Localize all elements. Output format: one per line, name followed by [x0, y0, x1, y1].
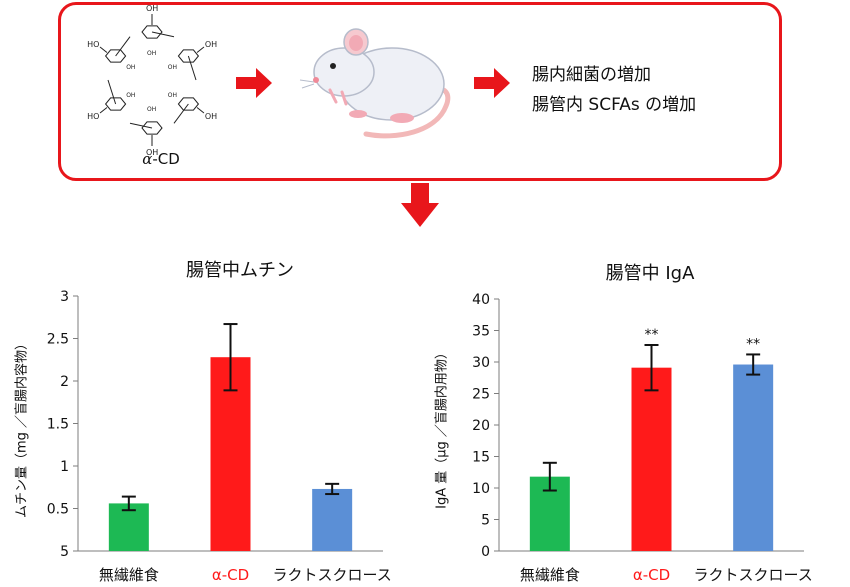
category-label: α-CD: [212, 566, 249, 584]
category-label: 無繊維食: [520, 566, 580, 584]
y-tick-label: 2.5: [47, 332, 69, 348]
alpha-cd-label: α-CD: [136, 150, 186, 168]
summary-panel: [58, 2, 782, 181]
hydroxyl-label: OH: [146, 148, 158, 157]
significance-label: **: [746, 336, 760, 352]
cyclodextrin-ring: [99, 14, 205, 146]
hydroxyl-label: HO: [87, 40, 99, 49]
y-tick-label: 40: [472, 292, 490, 308]
y-tick-label: 1.5: [47, 417, 69, 433]
category-label: 無繊維食: [99, 566, 159, 584]
category-label: ラクトスクロース: [694, 566, 813, 584]
bar: [733, 364, 774, 551]
hydroxyl-bond: [196, 46, 205, 53]
mouse-illustration: [299, 28, 451, 139]
glycosidic-bond: [115, 36, 131, 57]
category-label: ラクトスクロース: [273, 566, 392, 584]
result-gut-bacteria: 腸内細菌の増加: [532, 65, 651, 85]
chart-title-iga: 腸管中 IgA: [605, 263, 695, 284]
y-tick-label: 35: [472, 324, 490, 340]
y-tick-label: 5: [60, 544, 69, 560]
glycosidic-bond: [187, 55, 197, 81]
hydroxyl-label: OH: [205, 112, 217, 121]
hydroxyl-label: HO: [87, 112, 99, 121]
y-tick-label: 0.5: [47, 502, 69, 518]
glucose-unit: [104, 97, 127, 111]
alpha-symbol: α: [142, 150, 153, 168]
chart-title-mucin: 腸管中ムチン: [186, 260, 294, 281]
hydroxyl-label: OH: [168, 64, 177, 71]
y-tick-label: 15: [472, 450, 490, 466]
arrow-right-icon: [474, 68, 510, 98]
hydroxyl-label: OH: [146, 4, 158, 13]
glycosidic-bond: [107, 79, 117, 105]
y-tick-label: 25: [472, 387, 490, 403]
y-tick-label: 5: [481, 513, 490, 529]
result-scfa: 腸管内 SCFAs の増加: [532, 95, 697, 115]
hydroxyl-bond: [99, 46, 108, 53]
glucose-unit: [141, 25, 163, 39]
hydroxyl-label: OH: [126, 92, 135, 99]
y-tick-label: 10: [472, 481, 490, 497]
y-tick-label: 0: [481, 544, 490, 560]
hydroxyl-label: OH: [205, 40, 217, 49]
arrow-right-icon: [236, 68, 272, 98]
hydroxyl-label: OH: [168, 92, 177, 99]
significance-label: **: [645, 327, 659, 343]
ring-hydroxyl-labels: OH OH OH OH OH OH OH OH HO OH HO OH: [87, 4, 217, 157]
glycosidic-bond: [129, 122, 153, 129]
bar: [631, 367, 672, 551]
y-tick-label: 20: [472, 418, 490, 434]
hydroxyl-label: OH: [126, 64, 135, 71]
y-tick-label: 1: [60, 459, 69, 475]
glycosidic-bond: [151, 31, 175, 38]
hydroxyl-label: OH: [147, 50, 156, 57]
cd-suffix: -CD: [152, 150, 180, 168]
bar: [312, 488, 353, 551]
hydroxyl-bond: [196, 107, 205, 114]
arrow-down-icon: [401, 183, 439, 227]
hydroxyl-label: OH: [147, 106, 156, 113]
bar: [108, 503, 149, 551]
glycosidic-bond: [173, 103, 189, 124]
y-tick-label: 30: [472, 355, 490, 371]
y-tick-label: 2: [60, 374, 69, 390]
hydroxyl-bond: [99, 107, 108, 114]
alpha-cd-structure: OH OH OH OH OH OH OH OH HO OH HO OH: [87, 4, 217, 157]
y-tick-label: 3: [60, 289, 69, 305]
glucose-unit: [177, 49, 200, 63]
glucose-unit: [141, 121, 163, 135]
glucose-unit: [177, 97, 200, 111]
category-label: α-CD: [633, 566, 670, 584]
